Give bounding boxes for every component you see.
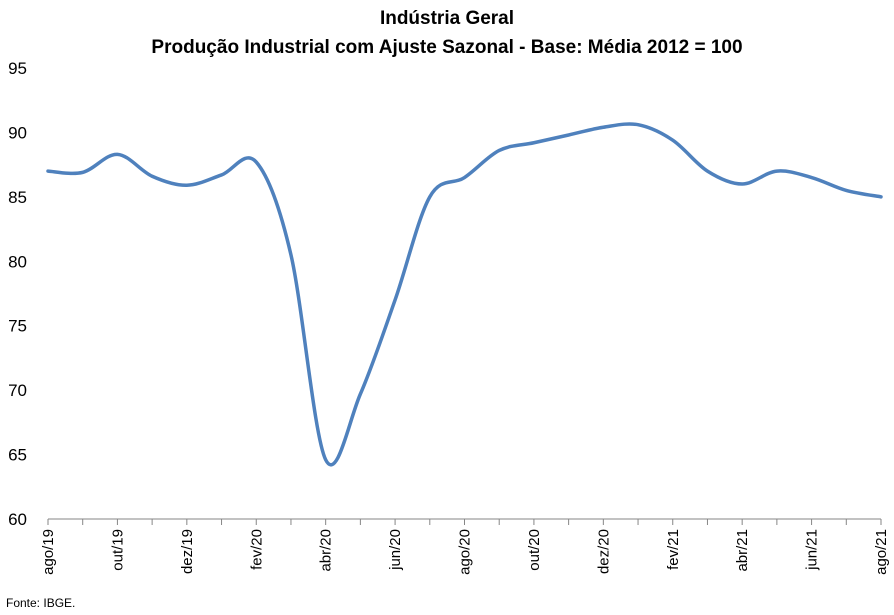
x-tick-label: ago/20 xyxy=(457,529,474,575)
x-tick-label: dez/19 xyxy=(179,529,196,574)
y-tick-label: 85 xyxy=(8,188,27,207)
series-line xyxy=(46,122,883,467)
y-axis: 60 65 70 75 80 85 90 95 xyxy=(8,59,27,529)
x-tick-label: ago/19 xyxy=(40,529,57,575)
y-tick-label: 95 xyxy=(8,59,27,78)
x-axis: ago/19 out/19 dez/19 fev/20 abr/20 jun/20 ago/… xyxy=(40,518,890,575)
x-tick-label: fev/21 xyxy=(665,529,682,570)
x-tick-label: abr/21 xyxy=(734,529,751,572)
x-tick-label: dez/20 xyxy=(595,529,612,574)
x-tick-label: jun/21 xyxy=(804,529,821,571)
y-tick-label: 60 xyxy=(8,510,27,529)
x-tick-label: ago/21 xyxy=(873,529,890,575)
source-note: Fonte: IBGE. xyxy=(6,596,76,610)
y-tick-label: 75 xyxy=(8,317,27,336)
y-tick-label: 90 xyxy=(8,123,27,142)
chart-subtitle: Produção Industrial com Ajuste Sazonal -… xyxy=(151,37,743,58)
x-tick-label: fev/20 xyxy=(248,529,265,570)
y-tick-label: 65 xyxy=(8,446,27,465)
series-layer xyxy=(46,122,883,467)
x-tick-label: out/20 xyxy=(526,529,543,571)
x-tick-label: out/19 xyxy=(109,529,126,571)
chart-title: Indústria Geral xyxy=(379,8,515,29)
y-tick-label: 70 xyxy=(8,381,27,400)
x-tick-label: jun/20 xyxy=(387,529,404,571)
x-tick-label: abr/20 xyxy=(318,529,335,572)
y-tick-label: 80 xyxy=(8,252,27,271)
